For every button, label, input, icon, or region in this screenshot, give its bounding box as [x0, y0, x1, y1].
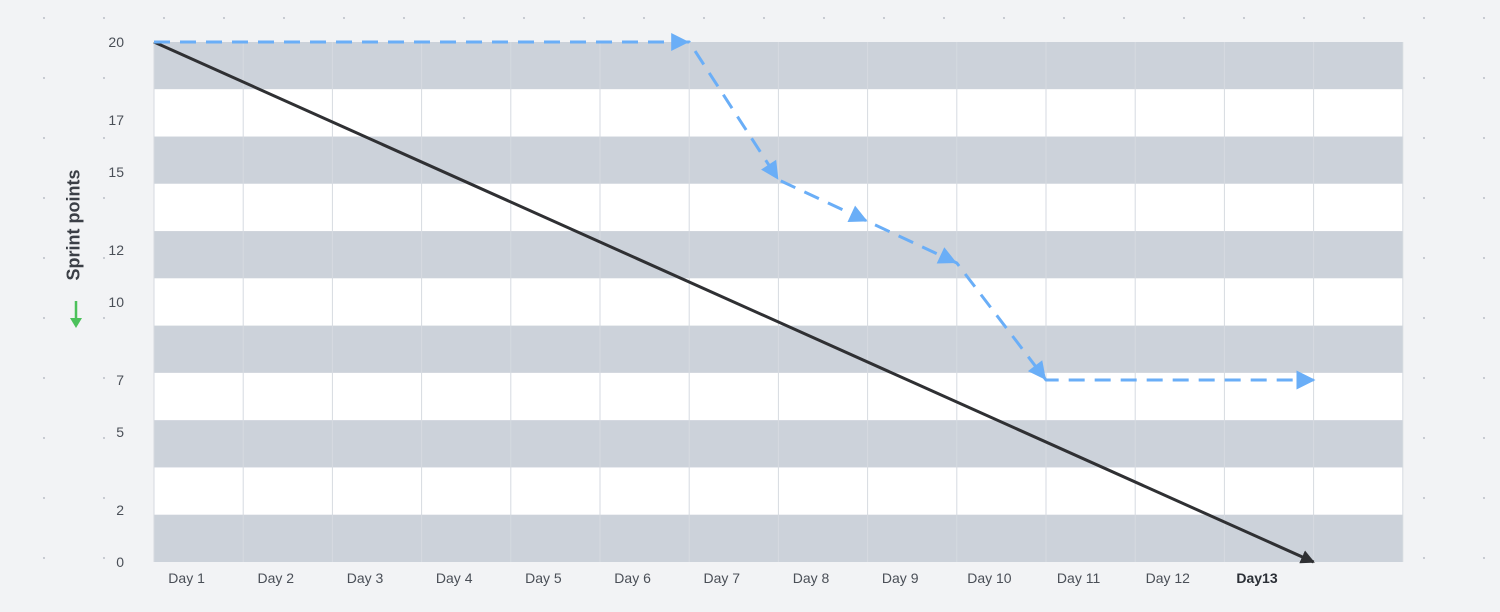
actual-line-arrowhead: [671, 33, 690, 51]
x-tick-label: Day 1: [168, 570, 205, 586]
actual-line-arrowhead: [1027, 360, 1046, 380]
y-tick-label: 15: [108, 164, 124, 180]
x-tick-label: Day 7: [704, 570, 741, 586]
x-tick-label: Day13: [1236, 570, 1277, 586]
y-axis-title: Sprint points: [63, 169, 84, 281]
y-tick-label: 2: [116, 502, 124, 518]
actual-line-arrowhead: [761, 159, 779, 180]
x-tick-label: Day 8: [793, 570, 830, 586]
x-tick-label: Day 9: [882, 570, 919, 586]
y-tick-label: 0: [116, 554, 124, 570]
arrowhead-shape: [936, 247, 957, 264]
y-axis-down-arrow-icon: [70, 301, 82, 328]
arrowhead-shape: [1027, 360, 1046, 380]
y-tick-label: 17: [108, 112, 124, 128]
x-tick-label: Day 5: [525, 570, 562, 586]
y-tick-label: 7: [116, 372, 124, 388]
x-tick-label: Day 3: [347, 570, 384, 586]
x-tick-label: Day 12: [1146, 570, 1191, 586]
y-tick-label: 20: [108, 34, 124, 50]
ideal-burndown-line: [153, 40, 1315, 564]
y-tick-label: 12: [108, 242, 124, 258]
arrowhead-shape: [671, 33, 690, 51]
arrowhead-shape: [761, 159, 779, 180]
x-tick-label: Day 10: [967, 570, 1012, 586]
x-tick-label: Day 11: [1057, 570, 1101, 586]
y-tick-label: 5: [116, 424, 124, 440]
actual-line-arrowhead: [847, 205, 868, 222]
y-tick-label: 10: [108, 294, 124, 310]
arrowhead-shape: [847, 205, 868, 222]
actual-line-arrowhead: [936, 247, 957, 264]
x-tick-label: Day 4: [436, 570, 473, 586]
x-tick-label: Day 2: [258, 570, 295, 586]
x-tick-label: Day 6: [614, 570, 651, 586]
